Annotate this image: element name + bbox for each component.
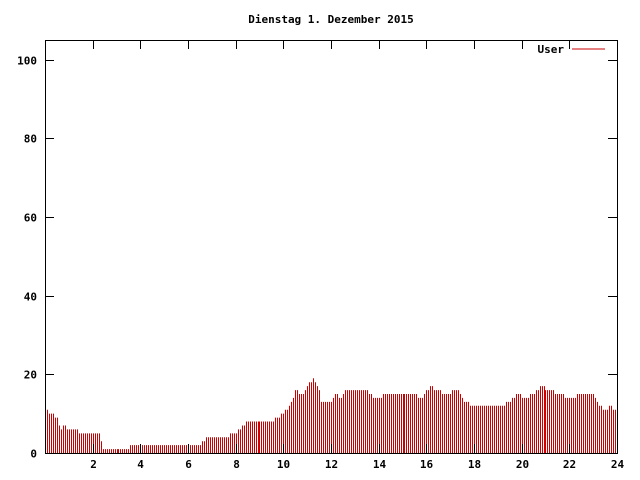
legend-label: User xyxy=(538,43,565,56)
x-tick-label: 22 xyxy=(563,458,576,471)
x-tick-label: 4 xyxy=(137,458,144,471)
x-tick-label: 12 xyxy=(325,458,338,471)
x-tick-label: 20 xyxy=(516,458,529,471)
bar-series xyxy=(45,378,618,453)
x-tick-label: 2 xyxy=(90,458,97,471)
x-tick-label: 10 xyxy=(277,458,290,471)
y-tick-label: 0 xyxy=(30,448,37,461)
y-tick-label: 80 xyxy=(24,133,37,146)
y-tick-label: 40 xyxy=(24,291,37,304)
x-tick-label: 24 xyxy=(611,458,625,471)
x-tick-label: 8 xyxy=(233,458,240,471)
x-tick-label: 6 xyxy=(185,458,192,471)
y-tick-label: 100 xyxy=(17,55,37,68)
chart-title: Dienstag 1. Dezember 2015 xyxy=(248,13,414,26)
x-tick-label: 18 xyxy=(468,458,481,471)
x-tick-label: 14 xyxy=(373,458,387,471)
y-tick-label: 60 xyxy=(24,212,37,225)
plot-frame xyxy=(45,40,618,454)
x-tick-label: 16 xyxy=(420,458,434,471)
y-tick-label: 20 xyxy=(24,369,37,382)
legend: User xyxy=(538,43,605,56)
